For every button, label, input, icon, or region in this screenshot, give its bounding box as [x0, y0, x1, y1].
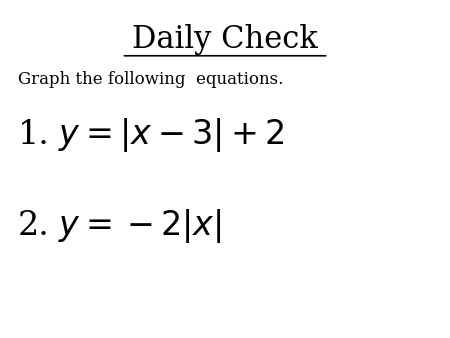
Text: 1.: 1.: [18, 119, 50, 151]
Text: $y=|x-3|+2$: $y=|x-3|+2$: [58, 116, 285, 154]
Text: 2.: 2.: [18, 211, 50, 242]
Text: Graph the following  equations.: Graph the following equations.: [18, 71, 284, 88]
Text: Daily Check: Daily Check: [132, 24, 318, 55]
Text: $y=-2|x|$: $y=-2|x|$: [58, 208, 222, 245]
